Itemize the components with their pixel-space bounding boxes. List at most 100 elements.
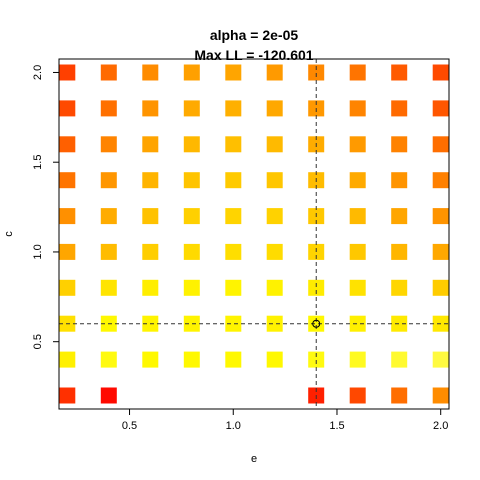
- heatmap-cell: [349, 315, 366, 332]
- heatmap-cell: [59, 243, 76, 260]
- heatmap-cell: [349, 243, 366, 260]
- heatmap-cell: [100, 279, 117, 296]
- heatmap-cell: [308, 315, 325, 332]
- heatmap-cell: [349, 172, 366, 189]
- y-tick-label: 0.5: [32, 334, 44, 349]
- heatmap-cell: [266, 208, 283, 225]
- heatmap-cell: [183, 172, 200, 189]
- heatmap-cell: [100, 136, 117, 153]
- heatmap-cell: [391, 100, 408, 117]
- y-axis: 0.5 1.0 1.5 2.0: [32, 65, 60, 349]
- heatmap-cell: [432, 172, 449, 189]
- heatmap-cell: [266, 172, 283, 189]
- heatmap-cell: [183, 208, 200, 225]
- heatmap-cell: [183, 136, 200, 153]
- heatmap-cell: [59, 279, 76, 296]
- heatmap-cell: [391, 64, 408, 81]
- x-axis-label: e: [251, 453, 257, 465]
- heatmap-cell: [225, 100, 242, 117]
- heatmap-cell: [100, 351, 117, 368]
- heatmap-cell: [391, 315, 408, 332]
- heatmap-cell: [225, 208, 242, 225]
- heatmap-cell: [100, 100, 117, 117]
- heatmap-cell: [59, 208, 76, 225]
- heatmap-cell: [183, 243, 200, 260]
- heatmap-cell: [391, 172, 408, 189]
- heatmap-cell: [308, 351, 325, 368]
- heatmap-cell: [225, 351, 242, 368]
- heatmap-cell: [183, 351, 200, 368]
- heatmap-cell: [142, 279, 159, 296]
- chart-title-line-1: alpha = 2e-05: [210, 27, 299, 43]
- heatmap-cell: [225, 64, 242, 81]
- heatmap-cell: [225, 315, 242, 332]
- heatmap-cell: [266, 64, 283, 81]
- max-point-circle: [312, 319, 321, 328]
- heatmap-cell: [349, 279, 366, 296]
- heatmap-cells: [59, 64, 449, 404]
- heatmap-cell: [142, 243, 159, 260]
- heatmap-cell: [225, 172, 242, 189]
- heatmap-cell: [100, 243, 117, 260]
- y-tick-label: 1.5: [32, 155, 44, 170]
- heatmap-cell: [100, 172, 117, 189]
- heatmap-cell: [59, 172, 76, 189]
- heatmap-cell: [59, 351, 76, 368]
- plot-frame: [58, 58, 450, 410]
- heatmap-cell: [391, 279, 408, 296]
- heatmap-cell: [432, 100, 449, 117]
- heatmap-cell: [266, 136, 283, 153]
- y-tick-label: 2.0: [32, 65, 44, 80]
- heatmap-cell: [432, 243, 449, 260]
- heatmap-cell: [308, 64, 325, 81]
- heatmap-cell: [225, 136, 242, 153]
- heatmap-cell: [349, 351, 366, 368]
- heatmap-cell: [142, 64, 159, 81]
- heatmap-cell: [225, 279, 242, 296]
- heatmap-cell: [100, 208, 117, 225]
- y-axis-label: c: [3, 231, 15, 237]
- heatmap-cell: [183, 64, 200, 81]
- heatmap-cell: [142, 172, 159, 189]
- heatmap-cell: [432, 64, 449, 81]
- heatmap-cell: [349, 387, 366, 404]
- heatmap-cell: [59, 387, 76, 404]
- heatmap-cell: [391, 136, 408, 153]
- heatmap-cell: [391, 208, 408, 225]
- heatmap-cell: [59, 100, 76, 117]
- x-tick-label: 0.5: [122, 420, 137, 432]
- heatmap-cell: [142, 351, 159, 368]
- heatmap-cell: [432, 279, 449, 296]
- heatmap-cell: [266, 315, 283, 332]
- heatmap-cell: [59, 64, 76, 81]
- heatmap-cell: [349, 100, 366, 117]
- x-tick-label: 1.0: [226, 420, 241, 432]
- heatmap-cell: [142, 208, 159, 225]
- heatmap-cell: [308, 279, 325, 296]
- heatmap-cell: [349, 208, 366, 225]
- y-tick-label: 1.0: [32, 244, 44, 259]
- heatmap-cell: [100, 387, 117, 404]
- max-likelihood-marker: [312, 319, 321, 328]
- heatmap-cell: [432, 136, 449, 153]
- heatmap-cell: [266, 243, 283, 260]
- x-tick-label: 2.0: [433, 420, 448, 432]
- heatmap-cell: [391, 351, 408, 368]
- heatmap-cell: [266, 351, 283, 368]
- reference-lines: [59, 59, 449, 409]
- heatmap-cell: [349, 64, 366, 81]
- chart-title-line-2: Max LL = -120.601: [194, 47, 313, 63]
- heatmap-cell: [266, 279, 283, 296]
- heatmap-cell: [432, 351, 449, 368]
- heatmap-cell: [349, 136, 366, 153]
- heatmap-cell: [142, 136, 159, 153]
- heatmap-cell: [59, 136, 76, 153]
- heatmap-cell: [391, 243, 408, 260]
- heatmap-cell: [432, 387, 449, 404]
- x-axis: 0.5 1.0 1.5 2.0: [122, 408, 448, 432]
- heatmap-cell: [142, 100, 159, 117]
- heatmap-cell: [432, 208, 449, 225]
- heatmap-cell: [266, 100, 283, 117]
- heatmap-cell: [391, 387, 408, 404]
